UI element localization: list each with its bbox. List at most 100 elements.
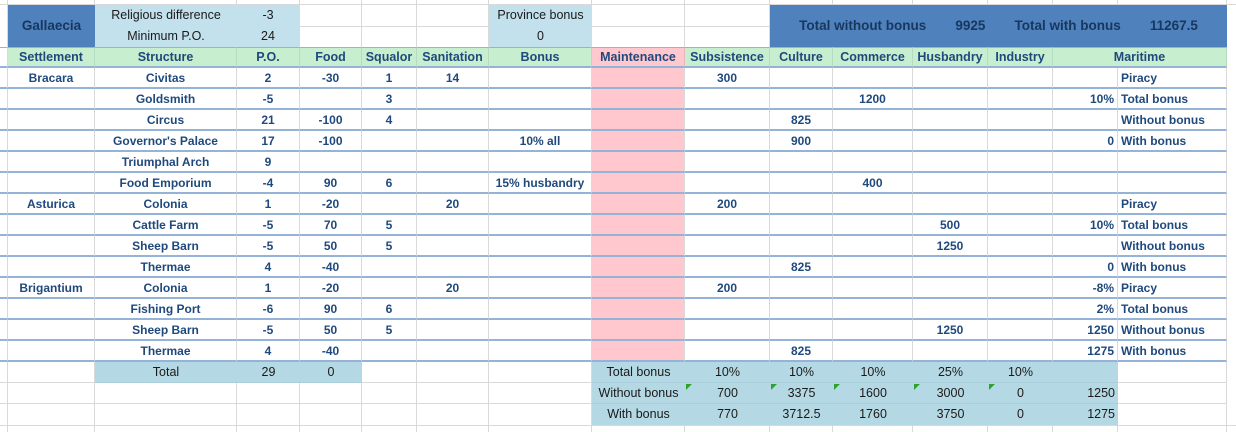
cell-subsistence[interactable] <box>685 236 770 257</box>
cell-squalor[interactable]: 1 <box>362 68 417 89</box>
cell-food[interactable]: -20 <box>300 278 362 299</box>
cell-commerce[interactable] <box>833 278 913 299</box>
cell-commerce[interactable] <box>833 320 913 341</box>
cell-maintenance[interactable] <box>592 131 685 152</box>
cell-maintenance[interactable] <box>592 173 685 194</box>
cell-bonus[interactable] <box>489 299 592 320</box>
cell-food[interactable] <box>300 89 362 110</box>
cell-maintenance[interactable] <box>592 68 685 89</box>
cell-maritime-value[interactable]: 1275 <box>1053 341 1118 362</box>
col-header-subsistence[interactable]: Subsistence <box>685 47 770 68</box>
cell-squalor[interactable]: 6 <box>362 299 417 320</box>
province-name-cell[interactable]: Gallaecia <box>8 5 95 47</box>
col-header-po[interactable]: P.O. <box>237 47 300 68</box>
col-header-settlement[interactable]: Settlement <box>8 47 95 68</box>
cell-structure[interactable]: Triumphal Arch <box>95 152 237 173</box>
cell-po[interactable]: 21 <box>237 110 300 131</box>
cell-po[interactable]: -5 <box>237 320 300 341</box>
cell-subsistence[interactable] <box>685 299 770 320</box>
cell-squalor[interactable] <box>362 152 417 173</box>
cell-culture[interactable]: 900 <box>770 131 833 152</box>
with-bonus-label-cell[interactable]: With bonus <box>592 404 685 425</box>
cell-bonus[interactable] <box>489 320 592 341</box>
cell-settlement[interactable]: Brigantium <box>8 278 95 299</box>
cell-food[interactable]: 50 <box>300 320 362 341</box>
cell-po[interactable]: 1 <box>237 278 300 299</box>
cell-husbandry[interactable] <box>913 341 988 362</box>
cell-maintenance[interactable] <box>592 89 685 110</box>
cell-structure[interactable]: Thermae <box>95 341 237 362</box>
cell-maritime-value[interactable]: 10% <box>1053 89 1118 110</box>
cell-sanitation[interactable] <box>417 236 489 257</box>
cell-commerce[interactable] <box>833 152 913 173</box>
cell-squalor[interactable] <box>362 278 417 299</box>
cell-po[interactable]: 4 <box>237 341 300 362</box>
cell-husbandry[interactable]: 1250 <box>913 236 988 257</box>
cell-commerce[interactable] <box>833 131 913 152</box>
with-bonus-commerce[interactable]: 1760 <box>833 404 913 425</box>
cell-food[interactable]: 70 <box>300 215 362 236</box>
cell-industry[interactable] <box>988 68 1053 89</box>
cell-structure[interactable]: Food Emporium <box>95 173 237 194</box>
cell-structure[interactable]: Goldsmith <box>95 89 237 110</box>
cell-culture[interactable] <box>770 68 833 89</box>
cell-industry[interactable] <box>988 131 1053 152</box>
cell-maritime-label[interactable]: Piracy <box>1118 278 1227 299</box>
cell-po[interactable]: -4 <box>237 173 300 194</box>
total-bonus-maritime[interactable] <box>1053 362 1118 383</box>
cell-maritime-value[interactable]: 0 <box>1053 257 1118 278</box>
cell-po[interactable]: 17 <box>237 131 300 152</box>
total-label-cell[interactable]: Total <box>95 362 237 383</box>
cell-sanitation[interactable] <box>417 110 489 131</box>
cell-sanitation[interactable]: 14 <box>417 68 489 89</box>
total-bonus-label-cell[interactable]: Total bonus <box>592 362 685 383</box>
cell-po[interactable]: 4 <box>237 257 300 278</box>
cell-squalor[interactable]: 5 <box>362 215 417 236</box>
cell-sanitation[interactable] <box>417 131 489 152</box>
cell-structure[interactable]: Sheep Barn <box>95 320 237 341</box>
cell-industry[interactable] <box>988 299 1053 320</box>
cell-industry[interactable] <box>988 236 1053 257</box>
cell-structure[interactable]: Cattle Farm <box>95 215 237 236</box>
without-bonus-maritime[interactable]: 1250 <box>1053 383 1118 404</box>
cell-maritime-label[interactable]: Without bonus <box>1118 236 1227 257</box>
cell-food[interactable]: -30 <box>300 68 362 89</box>
cell-sanitation[interactable] <box>417 215 489 236</box>
cell-husbandry[interactable] <box>913 173 988 194</box>
cell-maritime-value[interactable]: 10% <box>1053 215 1118 236</box>
col-header-maintenance[interactable]: Maintenance <box>592 47 685 68</box>
cell-commerce[interactable] <box>833 68 913 89</box>
cell-culture[interactable] <box>770 320 833 341</box>
cell-industry[interactable] <box>988 320 1053 341</box>
cell-maritime-value[interactable] <box>1053 194 1118 215</box>
cell-food[interactable]: -20 <box>300 194 362 215</box>
totals-banner-cell[interactable]: Total without bonus 9925 Total with bonu… <box>770 5 1227 47</box>
cell-husbandry[interactable] <box>913 257 988 278</box>
cell-settlement[interactable] <box>8 89 95 110</box>
cell-subsistence[interactable] <box>685 257 770 278</box>
cell-subsistence[interactable] <box>685 320 770 341</box>
cell-commerce[interactable] <box>833 215 913 236</box>
cell-culture[interactable]: 825 <box>770 110 833 131</box>
total-bonus-culture[interactable]: 10% <box>770 362 833 383</box>
cell-subsistence[interactable]: 200 <box>685 194 770 215</box>
cell-industry[interactable] <box>988 278 1053 299</box>
cell-sanitation[interactable] <box>417 257 489 278</box>
without-bonus-commerce[interactable]: 1600 <box>833 383 913 404</box>
total-bonus-subsistence[interactable]: 10% <box>685 362 770 383</box>
province-bonus-cell[interactable]: Province bonus 0 <box>489 5 592 47</box>
cell-settlement[interactable]: Bracara <box>8 68 95 89</box>
cell-subsistence[interactable]: 300 <box>685 68 770 89</box>
total-food-cell[interactable]: 0 <box>300 362 362 383</box>
total-bonus-commerce[interactable]: 10% <box>833 362 913 383</box>
cell-maintenance[interactable] <box>592 257 685 278</box>
cell-culture[interactable] <box>770 152 833 173</box>
cell-settlement[interactable] <box>8 341 95 362</box>
cell-husbandry[interactable] <box>913 89 988 110</box>
total-bonus-husbandry[interactable]: 25% <box>913 362 988 383</box>
cell-structure[interactable]: Thermae <box>95 257 237 278</box>
cell-maritime-label[interactable]: With bonus <box>1118 341 1227 362</box>
cell-structure[interactable]: Sheep Barn <box>95 236 237 257</box>
cell-husbandry[interactable] <box>913 131 988 152</box>
cell-settlement[interactable] <box>8 131 95 152</box>
